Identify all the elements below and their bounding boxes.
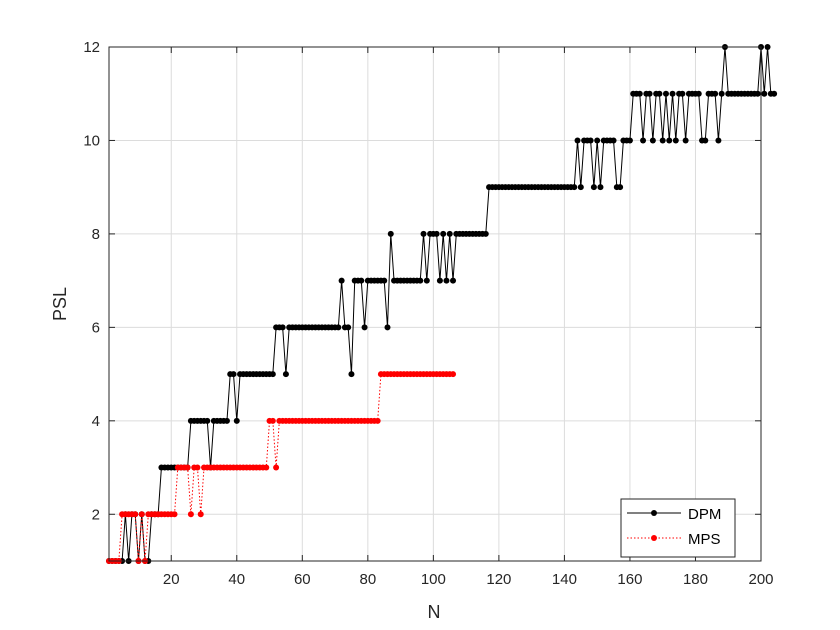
y-tick-label: 2: [92, 506, 100, 523]
data-point-dpm: [640, 137, 647, 144]
data-point-dpm: [269, 371, 276, 378]
data-point-dpm: [594, 137, 601, 144]
data-point-dpm: [417, 277, 424, 284]
data-point-dpm: [626, 137, 633, 144]
data-point-mps: [138, 511, 145, 518]
data-point-dpm: [482, 230, 489, 237]
legend-marker-dpm: [651, 510, 657, 516]
data-point-mps: [450, 371, 457, 378]
data-point-dpm: [656, 90, 663, 97]
plot-frame: [108, 46, 762, 562]
data-point-dpm: [571, 184, 578, 191]
data-point-dpm: [446, 230, 453, 237]
x-axis-ticks: 20 40 60 80 100 120 140 160 180 200: [163, 47, 774, 588]
data-point-dpm: [436, 277, 443, 284]
x-tick-label: 40: [228, 571, 245, 588]
data-point-dpm: [423, 277, 430, 284]
x-tick-label: 180: [683, 571, 708, 588]
x-tick-label: 200: [748, 571, 773, 588]
y-tick-label: 8: [92, 226, 100, 243]
data-point-dpm: [443, 277, 450, 284]
data-point-mps: [197, 511, 204, 518]
data-point-dpm: [682, 137, 689, 144]
series-layer: [106, 44, 778, 564]
data-point-dpm: [361, 324, 368, 331]
x-tick-label: 160: [617, 571, 642, 588]
data-point-dpm: [348, 371, 355, 378]
data-point-dpm: [761, 90, 768, 97]
data-point-dpm: [764, 44, 771, 50]
data-point-mps: [374, 417, 381, 424]
data-point-dpm: [590, 184, 597, 191]
x-tick-label: 20: [163, 571, 180, 588]
data-point-dpm: [610, 137, 617, 144]
data-point-dpm: [335, 324, 342, 331]
data-point-dpm: [433, 230, 440, 237]
data-point-dpm: [381, 277, 388, 284]
data-point-mps: [273, 464, 280, 471]
data-point-dpm: [754, 90, 761, 97]
y-tick-label: 6: [92, 319, 100, 336]
data-point-dpm: [679, 90, 686, 97]
data-point-dpm: [338, 277, 345, 284]
y-tick-label: 12: [83, 39, 100, 56]
x-tick-label: 80: [359, 571, 376, 588]
data-point-dpm: [715, 137, 722, 144]
data-point-dpm: [666, 137, 673, 144]
y-axis-label: PSL: [50, 287, 70, 321]
data-point-mps: [132, 511, 139, 518]
data-point-dpm: [279, 324, 286, 331]
legend-label-dpm: DPM: [688, 506, 721, 523]
y-axis-ticks: 2 4 6 8 10 12: [83, 39, 761, 523]
data-point-dpm: [345, 324, 352, 331]
data-point-mps: [263, 464, 270, 471]
x-tick-label: 60: [294, 571, 311, 588]
data-point-dpm: [646, 90, 653, 97]
data-point-dpm: [282, 371, 289, 378]
data-point-mps: [184, 464, 191, 471]
legend: DPM MPS: [620, 498, 736, 558]
data-point-dpm: [669, 90, 676, 97]
data-point-dpm: [223, 417, 230, 424]
data-point-dpm: [574, 137, 581, 144]
legend-label-mps: MPS: [688, 531, 721, 548]
data-point-dpm: [636, 90, 643, 97]
x-tick-label: 100: [421, 571, 446, 588]
data-point-dpm: [771, 90, 778, 97]
data-point-dpm: [577, 184, 584, 191]
data-point-mps: [171, 511, 178, 518]
data-point-dpm: [659, 137, 666, 144]
y-tick-label: 10: [83, 132, 100, 149]
x-axis-label: N: [428, 602, 441, 622]
data-point-dpm: [230, 371, 237, 378]
data-point-dpm: [617, 184, 624, 191]
legend-box: [620, 498, 736, 558]
data-point-dpm: [450, 277, 457, 284]
x-tick-label: 120: [486, 571, 511, 588]
data-point-dpm: [702, 137, 709, 144]
legend-marker-mps: [651, 535, 657, 541]
data-point-dpm: [662, 90, 669, 97]
data-point-dpm: [587, 137, 594, 144]
x-tick-label: 140: [552, 571, 577, 588]
data-point-dpm: [440, 230, 447, 237]
data-point-dpm: [597, 184, 604, 191]
data-point-dpm: [718, 90, 725, 97]
data-point-dpm: [712, 90, 719, 97]
data-point-dpm: [233, 417, 240, 424]
data-point-dpm: [204, 417, 211, 424]
data-point-dpm: [695, 90, 702, 97]
data-point-dpm: [649, 137, 656, 144]
data-point-dpm: [384, 324, 391, 331]
data-point-dpm: [387, 230, 394, 237]
data-point-mps: [269, 417, 276, 424]
data-point-dpm: [358, 277, 365, 284]
plot-area: [109, 47, 761, 561]
data-point-mps: [187, 511, 194, 518]
data-point-dpm: [672, 137, 679, 144]
data-point-mps: [194, 464, 201, 471]
data-point-dpm: [420, 230, 427, 237]
y-tick-label: 4: [92, 413, 100, 430]
